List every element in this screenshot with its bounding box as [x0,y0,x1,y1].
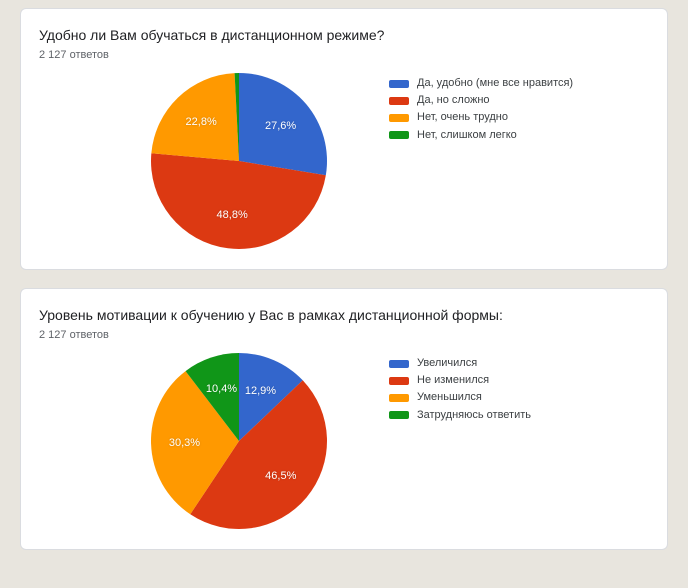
legend-label: Да, удобно (мне все нравится) [417,77,573,90]
chart-row: 12,9%46,5%30,3%10,4% Увеличился Не измени… [39,351,649,531]
legend-swatch [389,377,409,385]
legend-item[interactable]: Нет, слишком легко [389,129,573,142]
legend-label: Затрудняюсь ответить [417,409,531,422]
legend-swatch [389,97,409,105]
legend-item[interactable]: Нет, очень трудно [389,111,573,124]
responses-count: 2 127 ответов [39,329,649,341]
legend-swatch [389,131,409,139]
legend-item[interactable]: Увеличился [389,357,531,370]
pie-slice[interactable] [151,73,239,161]
legend-swatch [389,411,409,419]
survey-card: Уровень мотивации к обучению у Вас в рам… [20,288,668,550]
legend-swatch [389,80,409,88]
legend-label: Нет, очень трудно [417,111,508,124]
legend-swatch [389,360,409,368]
survey-card: Удобно ли Вам обучаться в дистанционном … [20,8,668,270]
legend-item[interactable]: Не изменился [389,374,531,387]
legend-swatch [389,394,409,402]
chart-row: 27,6%48,8%22,8% Да, удобно (мне все нрав… [39,71,649,251]
legend-label: Да, но сложно [417,94,490,107]
legend-label: Нет, слишком легко [417,129,517,142]
card-title: Удобно ли Вам обучаться в дистанционном … [39,27,649,43]
legend-item[interactable]: Затрудняюсь ответить [389,409,531,422]
pie-chart: 27,6%48,8%22,8% [149,71,329,251]
legend-item[interactable]: Да, но сложно [389,94,573,107]
legend-label: Уменьшился [417,391,482,404]
pie-chart: 12,9%46,5%30,3%10,4% [149,351,329,531]
card-title: Уровень мотивации к обучению у Вас в рам… [39,307,649,323]
legend: Да, удобно (мне все нравится) Да, но слож… [389,77,573,146]
legend-label: Не изменился [417,374,489,387]
page: Удобно ли Вам обучаться в дистанционном … [0,0,688,588]
pie-slice[interactable] [239,73,327,175]
legend-item[interactable]: Да, удобно (мне все нравится) [389,77,573,90]
legend: Увеличился Не изменился Уменьшился Затрудня… [389,357,531,426]
responses-count: 2 127 ответов [39,49,649,61]
legend-swatch [389,114,409,122]
legend-item[interactable]: Уменьшился [389,391,531,404]
legend-label: Увеличился [417,357,477,370]
